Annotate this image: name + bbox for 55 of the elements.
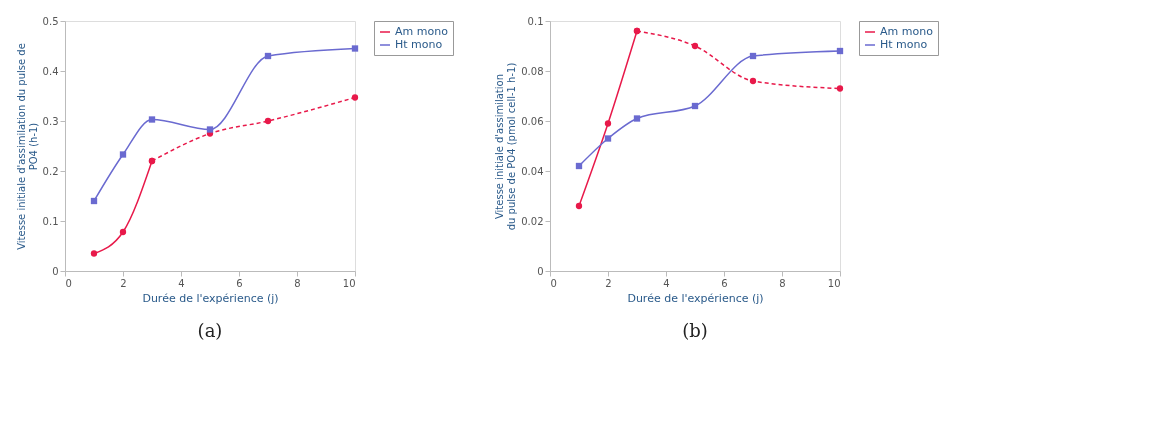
- point: [836, 47, 844, 55]
- x-tick-label: 0: [65, 277, 72, 289]
- x-tick-label: 10: [342, 277, 356, 289]
- x-axis-title: Durée de l'expérience (j): [142, 291, 279, 305]
- x-tick-label: 4: [178, 277, 185, 289]
- y-axis-title: Vitesse initiale d'assimilation du pulse de PO4 (pmol cell-1 h-1): [494, 62, 518, 231]
- y-tick-label: 0.2: [42, 165, 59, 177]
- legend-label: Ht mono: [880, 38, 928, 51]
- point: [206, 126, 214, 133]
- point: [90, 197, 98, 205]
- text: (b): [682, 320, 708, 341]
- legend-label: Am mono: [395, 25, 449, 38]
- legend-label: Am mono: [880, 25, 934, 38]
- x-axis-title: Durée de l'expérience (j): [627, 291, 764, 305]
- point: [604, 135, 612, 142]
- y-tick-label: 0.02: [521, 215, 544, 227]
- point: [351, 45, 359, 52]
- x-tick-label: 2: [120, 277, 127, 289]
- y-tick-label: 0.1: [527, 15, 544, 27]
- x-tick-label: 0: [550, 277, 557, 289]
- x-tick-label: 4: [663, 277, 670, 289]
- point: [575, 162, 583, 170]
- x-tick-label: 8: [779, 277, 786, 289]
- x-tick-label: 6: [236, 277, 243, 289]
- point: [633, 115, 641, 122]
- x-tick-label: 8: [294, 277, 301, 289]
- point: [604, 120, 612, 127]
- point: [264, 52, 272, 60]
- y-tick-label: 0.1: [42, 215, 59, 227]
- point: [119, 151, 127, 158]
- legend-label: Ht mono: [395, 38, 443, 51]
- y-tick-label: 0: [52, 265, 59, 277]
- y-tick-label: 0.5: [42, 15, 59, 27]
- point: [749, 77, 757, 85]
- point: [264, 117, 272, 125]
- point: [119, 228, 127, 236]
- y-tick-label: 0.04: [521, 165, 544, 177]
- x-tick-label: 6: [721, 277, 728, 289]
- point: [148, 116, 156, 123]
- point: [691, 42, 699, 50]
- point: [90, 250, 98, 257]
- y-tick-label: 0.3: [42, 115, 59, 127]
- y-tick-label: 0.4: [42, 65, 59, 77]
- point: [691, 102, 699, 110]
- y-tick-label: 0.06: [521, 115, 544, 127]
- y-tick-label: 0: [537, 265, 544, 277]
- point: [575, 202, 583, 210]
- point: [749, 52, 757, 60]
- y-tick-label: 0.08: [521, 65, 544, 77]
- x-tick-label: 2: [605, 277, 612, 289]
- point: [351, 94, 359, 101]
- text: (a): [197, 320, 223, 341]
- y-axis-title: Vitesse initiale d'assimilation du pulse de PO4 (h-1): [15, 43, 39, 250]
- point: [836, 85, 844, 92]
- x-tick-label: 10: [827, 277, 841, 289]
